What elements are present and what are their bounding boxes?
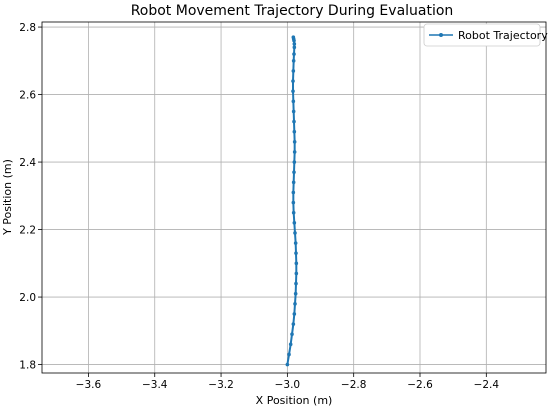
data-point <box>294 261 299 266</box>
data-point <box>291 200 296 205</box>
data-point <box>291 99 296 104</box>
data-point <box>292 160 297 164</box>
data-point <box>291 190 296 195</box>
data-point <box>292 170 296 174</box>
x-tick-label: −2.6 <box>407 379 433 391</box>
y-axis-label: Y Position (m) <box>1 159 14 236</box>
series-layer <box>285 35 299 367</box>
x-tick-label: −2.8 <box>341 379 367 391</box>
plot-frame <box>41 21 547 374</box>
legend-box <box>423 23 541 47</box>
data-point <box>292 312 297 316</box>
x-tick-label: −3.4 <box>142 379 168 391</box>
data-point <box>294 251 298 255</box>
legend: Robot Trajectory <box>423 23 548 47</box>
data-point <box>293 241 298 245</box>
data-point <box>291 79 295 83</box>
data-point <box>292 119 296 124</box>
y-tick-label: 2.4 <box>19 157 36 169</box>
data-point <box>291 109 296 114</box>
data-point <box>292 221 297 225</box>
data-point <box>291 89 295 93</box>
data-point <box>291 210 296 215</box>
data-point <box>287 352 291 357</box>
y-tick-label: 2.6 <box>19 90 36 102</box>
data-point <box>293 302 297 306</box>
data-point <box>292 140 297 144</box>
legend-label: Robot Trajectory <box>458 29 548 42</box>
data-point <box>285 362 290 367</box>
x-axis-label: X Position (m) <box>256 394 333 407</box>
y-tick-label: 2.8 <box>19 22 36 34</box>
data-point <box>291 69 296 73</box>
x-tick-label: −2.4 <box>474 379 500 391</box>
data-point <box>291 59 296 63</box>
data-point <box>292 42 297 46</box>
data-point <box>291 35 296 39</box>
data-point <box>292 52 296 56</box>
x-tick-label: −3.6 <box>76 379 102 391</box>
data-point <box>292 129 297 134</box>
data-point <box>293 231 297 235</box>
x-tick-label: −3.2 <box>208 379 234 391</box>
data-point <box>292 45 297 50</box>
data-point <box>291 180 296 185</box>
y-tick-label: 1.8 <box>19 360 36 372</box>
data-point <box>294 281 298 286</box>
x-tick-label: −3.0 <box>275 379 301 391</box>
ticks: −3.6 −3.4 −3.2 −3.0 −2.8 −2.6 −2.4 1.8 2.0 2.2 2.4… <box>19 22 499 391</box>
y-tick-label: 2.0 <box>19 292 36 304</box>
chart-title: Robot Movement Trajectory During Evaluat… <box>131 3 454 19</box>
data-point <box>292 150 297 154</box>
data-point <box>290 332 294 336</box>
legend-point-marker <box>439 33 443 37</box>
data-point <box>291 322 296 326</box>
data-point <box>294 271 299 276</box>
data-point <box>293 291 298 296</box>
y-tick-label: 2.2 <box>19 225 36 237</box>
data-point <box>288 342 293 347</box>
